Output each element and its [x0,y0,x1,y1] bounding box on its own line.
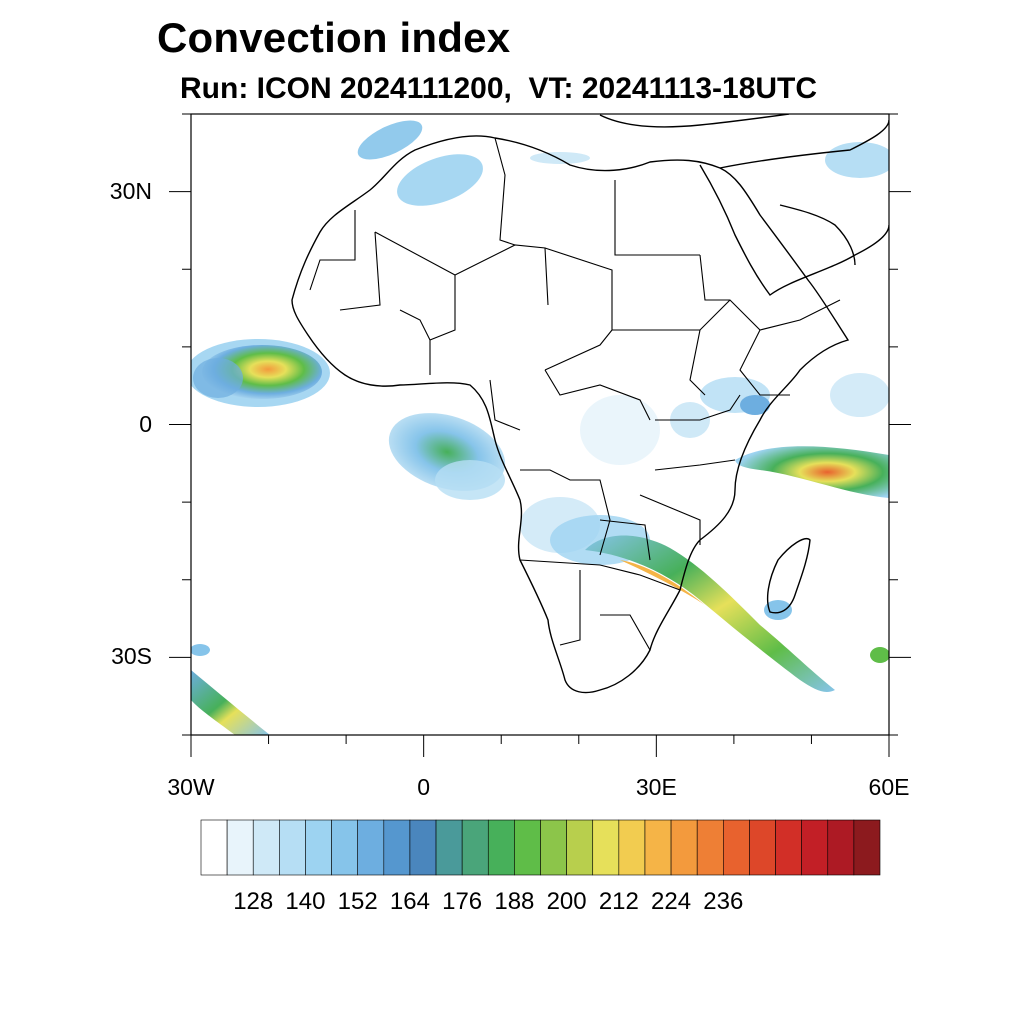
colorbar-swatch [200,819,228,876]
country-borders [309,137,841,651]
colorbar-label: 128 [233,888,274,915]
colorbar-swatch [357,819,385,876]
colorbar-swatch [801,819,829,876]
colorbar-label: 236 [703,888,744,915]
colorbar-swatch [226,819,254,876]
colorbar-swatch [305,819,332,876]
convection-shading [191,120,889,735]
colorbar-swatch [644,819,672,876]
colorbar-swatch [723,819,750,876]
colorbar-swatch [853,819,881,876]
colorbar-swatch [409,819,437,876]
colorbar-swatch [435,819,463,876]
colorbar-label: 152 [337,888,378,915]
colorbar-label: 164 [389,888,430,915]
map-frame [190,113,890,736]
map-title: Convection index [157,14,511,61]
colorbar-swatch [252,819,280,876]
colorbar [200,819,881,876]
colorbar-swatch [670,819,698,876]
colorbar-label: 140 [285,888,326,915]
colorbar-label: 224 [651,888,692,915]
colorbar-swatch [514,819,541,876]
colorbar-swatch [775,819,802,876]
lat-tick-label: 0 [139,410,152,437]
lat-tick-label: 30N [109,177,152,204]
map-subtitle: Run: ICON 2024111200, VT: 20241113-18UTC [180,72,818,105]
lon-tick-label: 60E [868,774,910,800]
colorbar-swatch [696,819,724,876]
colorbar-swatch [749,819,776,876]
colorbar-swatch [592,819,620,876]
colorbar-label: 188 [494,888,535,915]
colorbar-swatch [383,819,411,876]
colorbar-swatch [487,819,515,876]
colorbar-label: 212 [598,888,639,915]
lon-tick-label: 30W [167,774,215,800]
colorbar-label: 176 [442,888,483,915]
lat-tick-label: 30S [111,643,152,670]
colorbar-label: 200 [546,888,587,915]
colorbar-swatch [331,819,358,876]
colorbar-swatch [461,819,489,876]
colorbar-swatch [827,819,855,876]
coastlines [291,114,889,694]
colorbar-swatch [540,819,567,876]
lon-tick-label: 0 [417,774,431,800]
axis-ticks [169,113,911,757]
lon-tick-label: 30E [635,774,677,800]
colorbar-swatch [566,819,594,876]
colorbar-swatch [279,819,306,876]
colorbar-swatch [618,819,646,876]
